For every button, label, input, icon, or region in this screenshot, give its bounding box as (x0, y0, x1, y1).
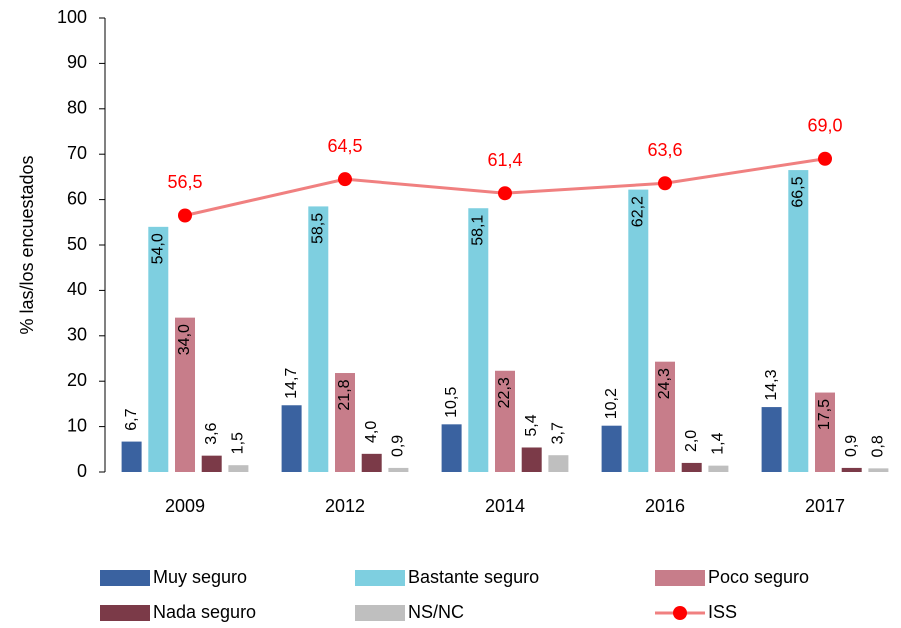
bar (441, 424, 462, 472)
bar (281, 405, 302, 472)
bar (708, 465, 729, 472)
y-tick-label: 90 (67, 52, 87, 72)
bar (308, 206, 329, 472)
data-label: 58,5 (310, 213, 327, 244)
data-label: 14,3 (763, 369, 780, 400)
y-tick-label: 20 (67, 370, 87, 390)
line-marker (498, 186, 512, 201)
bar (628, 189, 649, 472)
data-label: 64,5 (327, 136, 362, 156)
line-marker (818, 151, 832, 166)
bar (361, 453, 382, 472)
bar (548, 455, 569, 472)
legend-marker (673, 606, 687, 620)
data-label: 66,5 (790, 176, 807, 207)
legend-label: ISS (708, 602, 737, 622)
data-label: 10,5 (443, 387, 460, 418)
bar (175, 317, 195, 472)
bar (468, 208, 489, 472)
data-label: 22,3 (496, 377, 513, 408)
legend-label: Muy seguro (153, 567, 247, 587)
bar (201, 455, 222, 472)
bar (788, 170, 809, 472)
legend-label: Nada seguro (153, 602, 256, 622)
y-tick-label: 80 (67, 98, 87, 118)
data-label: 62,2 (630, 196, 647, 227)
data-label: 61,4 (487, 150, 522, 170)
y-tick-label: 30 (67, 325, 87, 345)
bar (601, 425, 622, 472)
bar (495, 370, 515, 472)
data-label: 24,3 (656, 368, 673, 399)
bar (681, 462, 702, 472)
legend-swatch (355, 570, 405, 586)
data-label: 21,8 (336, 379, 353, 410)
line-marker (178, 208, 192, 223)
y-axis-title: % las/los encuestados (17, 155, 37, 334)
legend-swatch (100, 570, 150, 586)
legend-label: NS/NC (408, 602, 464, 622)
y-tick-label: 100 (57, 7, 87, 27)
x-tick-label: 2014 (485, 496, 525, 516)
data-label: 17,5 (816, 399, 833, 430)
legend-swatch (100, 605, 150, 621)
bar (121, 441, 142, 472)
y-tick-label: 70 (67, 143, 87, 163)
legend-swatch (655, 570, 705, 586)
data-label: 34,0 (176, 324, 193, 355)
data-label: 63,6 (647, 140, 682, 160)
x-tick-label: 2016 (645, 496, 685, 516)
data-label: 54,0 (150, 233, 167, 264)
data-label: 4,0 (363, 421, 380, 443)
x-tick-label: 2009 (165, 496, 205, 516)
bar (228, 465, 249, 472)
data-label: 14,7 (283, 368, 300, 399)
bar (521, 447, 542, 472)
line-marker (658, 176, 672, 191)
data-label: 1,4 (710, 432, 727, 454)
x-tick-label: 2012 (325, 496, 365, 516)
y-tick-label: 0 (77, 461, 87, 481)
y-tick-label: 40 (67, 279, 87, 299)
data-label: 2,0 (683, 430, 700, 452)
bar (388, 467, 409, 472)
data-label: 56,5 (167, 172, 202, 192)
data-label: 3,6 (203, 422, 220, 444)
data-label: 3,7 (550, 422, 567, 444)
legend-label: Poco seguro (708, 567, 809, 587)
bar (815, 392, 835, 472)
legend-swatch (355, 605, 405, 621)
data-label: 58,1 (470, 215, 487, 246)
bar (761, 407, 782, 472)
bar (148, 226, 169, 472)
bar (868, 468, 889, 472)
y-tick-label: 50 (67, 234, 87, 254)
y-tick-label: 10 (67, 415, 87, 435)
x-tick-label: 2017 (805, 496, 845, 516)
y-tick-label: 60 (67, 188, 87, 208)
bar (655, 361, 675, 472)
data-label: 0,9 (843, 435, 860, 457)
data-label: 5,4 (523, 414, 540, 436)
line-marker (338, 172, 352, 187)
data-label: 6,7 (123, 408, 140, 430)
data-label: 1,5 (230, 432, 247, 454)
data-label: 0,9 (390, 435, 407, 457)
data-label: 69,0 (807, 115, 842, 135)
bar (841, 467, 862, 472)
data-label: 0,8 (870, 435, 887, 457)
legend-label: Bastante seguro (408, 567, 539, 587)
data-label: 10,2 (603, 388, 620, 419)
bar (335, 373, 355, 472)
